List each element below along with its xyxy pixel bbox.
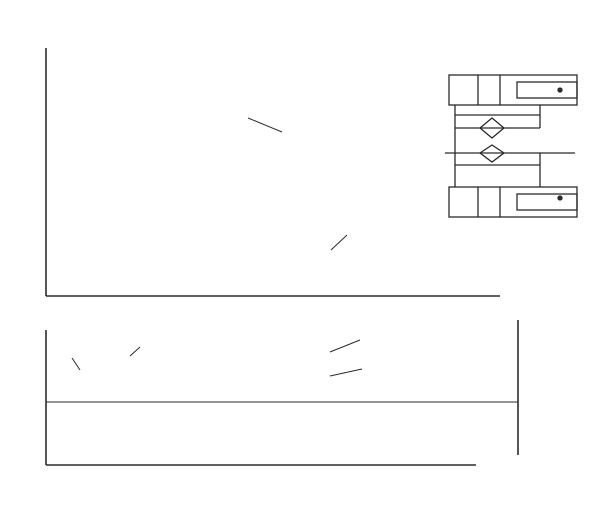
hydraulic-schematic xyxy=(445,74,578,218)
series-label-v4 xyxy=(129,346,141,357)
displacement-velocity-chart xyxy=(45,320,519,466)
series-label-p3-p15 xyxy=(330,234,348,251)
lower-cylinder xyxy=(448,186,578,218)
pressure-chart xyxy=(45,48,500,297)
series-label-v11 xyxy=(71,357,81,371)
series-label-x4 xyxy=(329,339,361,353)
lower-valve xyxy=(478,144,506,163)
upper-cylinder-dot xyxy=(557,87,563,93)
lower-cylinder-dot xyxy=(557,195,563,201)
series-label-p2 xyxy=(247,117,283,133)
series-label-x11 xyxy=(329,368,363,377)
upper-valve xyxy=(478,117,506,139)
